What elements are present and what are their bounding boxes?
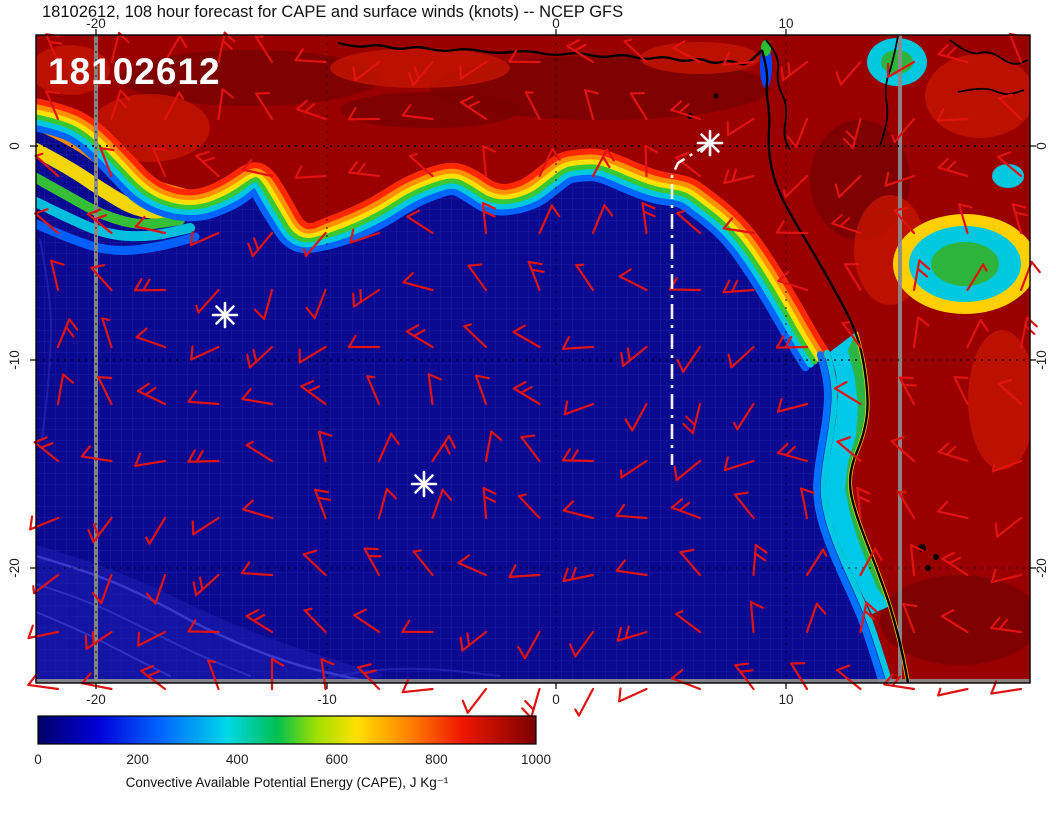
domain-gray-lines bbox=[36, 35, 1030, 683]
colorbar-gradient-bar bbox=[37, 715, 537, 745]
colorbar: 0 200 400 600 800 1000 bbox=[34, 715, 551, 767]
cape-gradient-bands bbox=[36, 97, 893, 683]
x-tick-label-top: 0 bbox=[552, 16, 560, 31]
colorbar-tick-label: 600 bbox=[326, 752, 349, 767]
x-tick-label-bottom: 0 bbox=[552, 692, 560, 707]
graticule-dotted bbox=[36, 35, 1030, 683]
plot-frame bbox=[30, 29, 1036, 689]
x-tick-label-bottom: 10 bbox=[778, 692, 793, 707]
colorbar-tick-label: 400 bbox=[226, 752, 249, 767]
colorbar-tick-label: 800 bbox=[425, 752, 448, 767]
trajectory-dashed-line bbox=[670, 141, 711, 465]
asterisk-marker bbox=[211, 301, 239, 329]
ocean-contour-streaks bbox=[36, 239, 501, 683]
map-render-root: -20 -10 0 10 -20 0 10 0 -10 -20 0 -10 -20 0 200 400 600 8… bbox=[7, 16, 1049, 767]
asterisk-marker bbox=[410, 470, 438, 498]
colorbar-tick-label: 1000 bbox=[521, 752, 551, 767]
map-datetime-label: 18102612 bbox=[48, 51, 221, 92]
y-tick-label-left: -20 bbox=[7, 558, 22, 578]
asterisk-marker bbox=[696, 129, 724, 157]
coastline-layer bbox=[337, 35, 1029, 683]
asterisk-markers-layer bbox=[211, 129, 724, 498]
chart-title: 18102612, 108 hour forecast for CAPE and… bbox=[42, 3, 623, 21]
y-tick-label-right: -20 bbox=[1034, 558, 1049, 578]
colorbar-tick-label: 0 bbox=[34, 752, 42, 767]
colorbar-tick-label: 200 bbox=[126, 752, 149, 767]
x-tick-label-bottom: -20 bbox=[86, 692, 106, 707]
land-texture bbox=[36, 38, 1030, 665]
x-tick-label-top: -20 bbox=[86, 16, 106, 31]
x-tick-label-bottom: -10 bbox=[317, 692, 337, 707]
x-tick-label-top: 10 bbox=[778, 16, 793, 31]
colorbar-caption: Convective Available Potential Energy (C… bbox=[126, 775, 449, 790]
wind-barbs-layer bbox=[27, 31, 1041, 719]
y-tick-label-right: 0 bbox=[1034, 142, 1049, 150]
y-tick-label-left: -10 bbox=[7, 350, 22, 370]
y-tick-label-left: 0 bbox=[7, 142, 22, 150]
axis-labels: -20 -10 0 10 -20 0 10 0 -10 -20 0 -10 -20 bbox=[7, 16, 1049, 707]
y-tick-label-right: -10 bbox=[1034, 350, 1049, 370]
